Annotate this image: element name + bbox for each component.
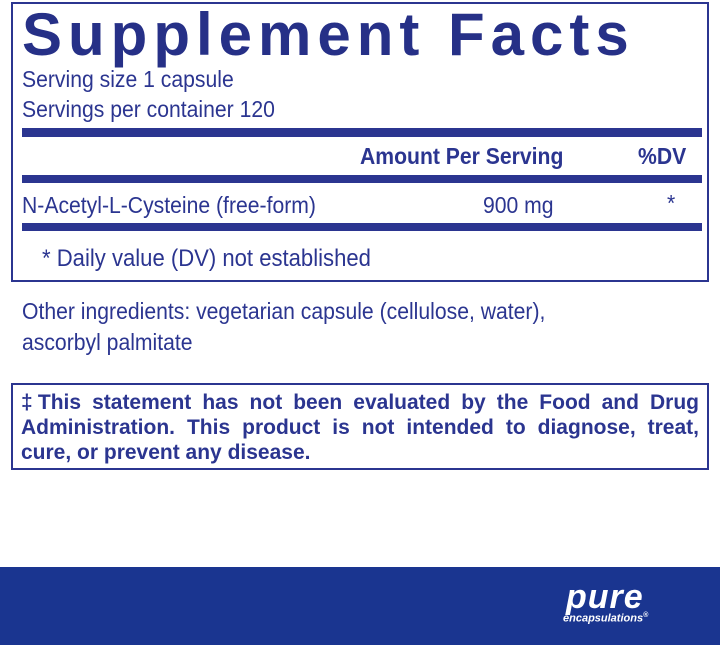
ingredient-name: N-Acetyl-L-Cysteine (free-form) bbox=[22, 192, 316, 218]
serving-size: Serving size 1 capsule bbox=[22, 66, 234, 92]
footnote: * Daily value (DV) not established bbox=[42, 245, 371, 272]
brand-logo-sub: encapsulations® bbox=[563, 612, 648, 625]
servings-per-container: Servings per container 120 bbox=[22, 96, 275, 122]
divider bbox=[22, 175, 702, 183]
divider-thick bbox=[22, 128, 702, 137]
ingredient-amount: 900 mg bbox=[483, 192, 554, 218]
registered-mark: ® bbox=[643, 612, 649, 619]
brand-sub: encapsulations bbox=[563, 612, 644, 625]
divider bbox=[22, 223, 702, 231]
fda-disclaimer: ‡This statement has not been evaluated b… bbox=[11, 383, 709, 470]
amount-header: Amount Per Serving bbox=[360, 143, 564, 169]
panel-title: Supplement Facts bbox=[22, 1, 635, 68]
other-ingredients-line-1: Other ingredients: vegetarian capsule (c… bbox=[22, 298, 546, 324]
dv-header: %DV bbox=[638, 143, 687, 169]
ingredient-dv: * bbox=[667, 190, 676, 216]
supplement-facts-panel bbox=[11, 2, 709, 282]
other-ingredients-line-2: ascorbyl palmitate bbox=[22, 329, 193, 355]
brand-band bbox=[0, 567, 720, 645]
brand-logo: pure bbox=[566, 578, 644, 616]
